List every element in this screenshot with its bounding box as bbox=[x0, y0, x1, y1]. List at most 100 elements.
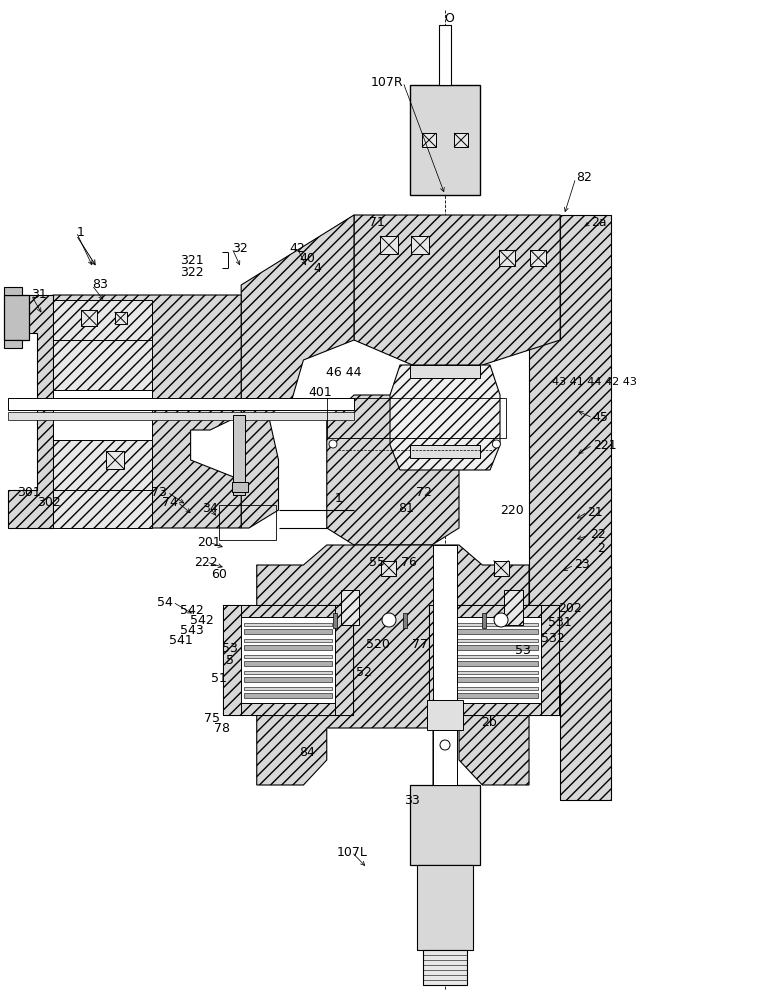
Bar bbox=[244, 645, 332, 650]
Text: 531: 531 bbox=[548, 615, 573, 629]
Bar bbox=[82, 310, 97, 326]
Text: 40: 40 bbox=[300, 251, 315, 264]
Bar bbox=[244, 671, 332, 674]
Bar bbox=[402, 613, 407, 628]
Text: 5: 5 bbox=[226, 654, 233, 667]
Text: 542: 542 bbox=[190, 613, 214, 626]
Text: 302: 302 bbox=[37, 495, 61, 508]
Polygon shape bbox=[8, 295, 53, 528]
Text: 520: 520 bbox=[366, 639, 390, 652]
Text: 321: 321 bbox=[180, 253, 204, 266]
Text: 72: 72 bbox=[416, 486, 432, 498]
Bar bbox=[450, 677, 538, 682]
Bar bbox=[422, 133, 436, 147]
Circle shape bbox=[329, 440, 337, 448]
Bar bbox=[429, 605, 447, 715]
Text: 21: 21 bbox=[587, 506, 603, 518]
Text: 532: 532 bbox=[541, 632, 565, 645]
Polygon shape bbox=[327, 395, 459, 545]
Bar bbox=[232, 482, 248, 492]
Bar bbox=[454, 133, 468, 147]
Bar bbox=[241, 703, 335, 715]
Text: 84: 84 bbox=[300, 746, 315, 758]
Bar bbox=[450, 629, 538, 634]
Bar bbox=[244, 655, 332, 658]
Bar bbox=[223, 605, 353, 715]
Bar bbox=[410, 785, 480, 865]
Text: 53: 53 bbox=[222, 642, 237, 654]
Text: 53: 53 bbox=[515, 644, 531, 656]
Text: 60: 60 bbox=[212, 568, 227, 581]
Text: 32: 32 bbox=[232, 241, 247, 254]
Text: 221: 221 bbox=[593, 439, 616, 452]
Bar bbox=[53, 340, 152, 390]
Bar bbox=[244, 629, 332, 634]
Bar bbox=[332, 613, 337, 628]
Text: 107R: 107R bbox=[370, 76, 403, 89]
Bar bbox=[241, 605, 335, 617]
Text: 73: 73 bbox=[152, 486, 167, 498]
Text: 2b: 2b bbox=[481, 716, 496, 728]
Bar bbox=[381, 560, 397, 575]
Text: 543: 543 bbox=[180, 624, 204, 637]
Text: 51: 51 bbox=[212, 672, 227, 685]
Text: 45: 45 bbox=[593, 411, 608, 424]
Text: 401: 401 bbox=[309, 385, 332, 398]
Polygon shape bbox=[53, 295, 241, 528]
Bar bbox=[380, 236, 398, 254]
Bar bbox=[53, 300, 152, 340]
Bar bbox=[450, 645, 538, 650]
Bar bbox=[482, 613, 486, 628]
Circle shape bbox=[492, 440, 500, 448]
Bar bbox=[439, 25, 451, 85]
Text: 54: 54 bbox=[157, 595, 173, 608]
Bar bbox=[244, 677, 332, 682]
Circle shape bbox=[440, 740, 450, 750]
Text: 222: 222 bbox=[194, 556, 218, 568]
Text: 81: 81 bbox=[398, 502, 414, 514]
Circle shape bbox=[382, 613, 396, 627]
Polygon shape bbox=[257, 545, 529, 785]
Bar bbox=[219, 505, 276, 540]
Bar bbox=[4, 295, 29, 340]
Polygon shape bbox=[390, 365, 500, 470]
Bar bbox=[447, 703, 541, 715]
Text: 34: 34 bbox=[202, 502, 218, 514]
Text: 4: 4 bbox=[314, 261, 321, 274]
Text: 82: 82 bbox=[576, 171, 591, 184]
Bar bbox=[450, 639, 538, 642]
Polygon shape bbox=[241, 215, 354, 415]
Bar bbox=[53, 390, 152, 440]
Circle shape bbox=[494, 613, 508, 627]
Text: 541: 541 bbox=[169, 634, 193, 647]
Bar bbox=[114, 312, 127, 324]
Bar bbox=[450, 671, 538, 674]
Text: 31: 31 bbox=[31, 288, 47, 301]
Polygon shape bbox=[354, 215, 560, 395]
Text: 2: 2 bbox=[598, 542, 605, 554]
Bar bbox=[429, 605, 559, 715]
Text: 75: 75 bbox=[204, 712, 219, 724]
Text: 107L: 107L bbox=[336, 845, 367, 858]
Bar bbox=[450, 661, 538, 666]
Bar bbox=[410, 365, 480, 378]
Bar bbox=[447, 605, 541, 617]
Bar bbox=[244, 661, 332, 666]
Text: 46 44: 46 44 bbox=[326, 365, 362, 378]
Bar bbox=[8, 398, 354, 410]
Text: 76: 76 bbox=[401, 556, 416, 568]
Text: 33: 33 bbox=[405, 794, 420, 806]
Bar bbox=[450, 687, 538, 690]
Text: 2a: 2a bbox=[591, 216, 607, 229]
Text: 23: 23 bbox=[574, 558, 590, 571]
Bar bbox=[244, 639, 332, 642]
Bar bbox=[223, 605, 241, 715]
Bar bbox=[244, 623, 332, 626]
Text: 22: 22 bbox=[590, 528, 605, 542]
Bar bbox=[410, 445, 480, 458]
Bar bbox=[504, 590, 523, 625]
Bar bbox=[417, 865, 473, 950]
Text: 74: 74 bbox=[162, 495, 177, 508]
Bar bbox=[433, 545, 457, 785]
Bar bbox=[499, 250, 515, 266]
